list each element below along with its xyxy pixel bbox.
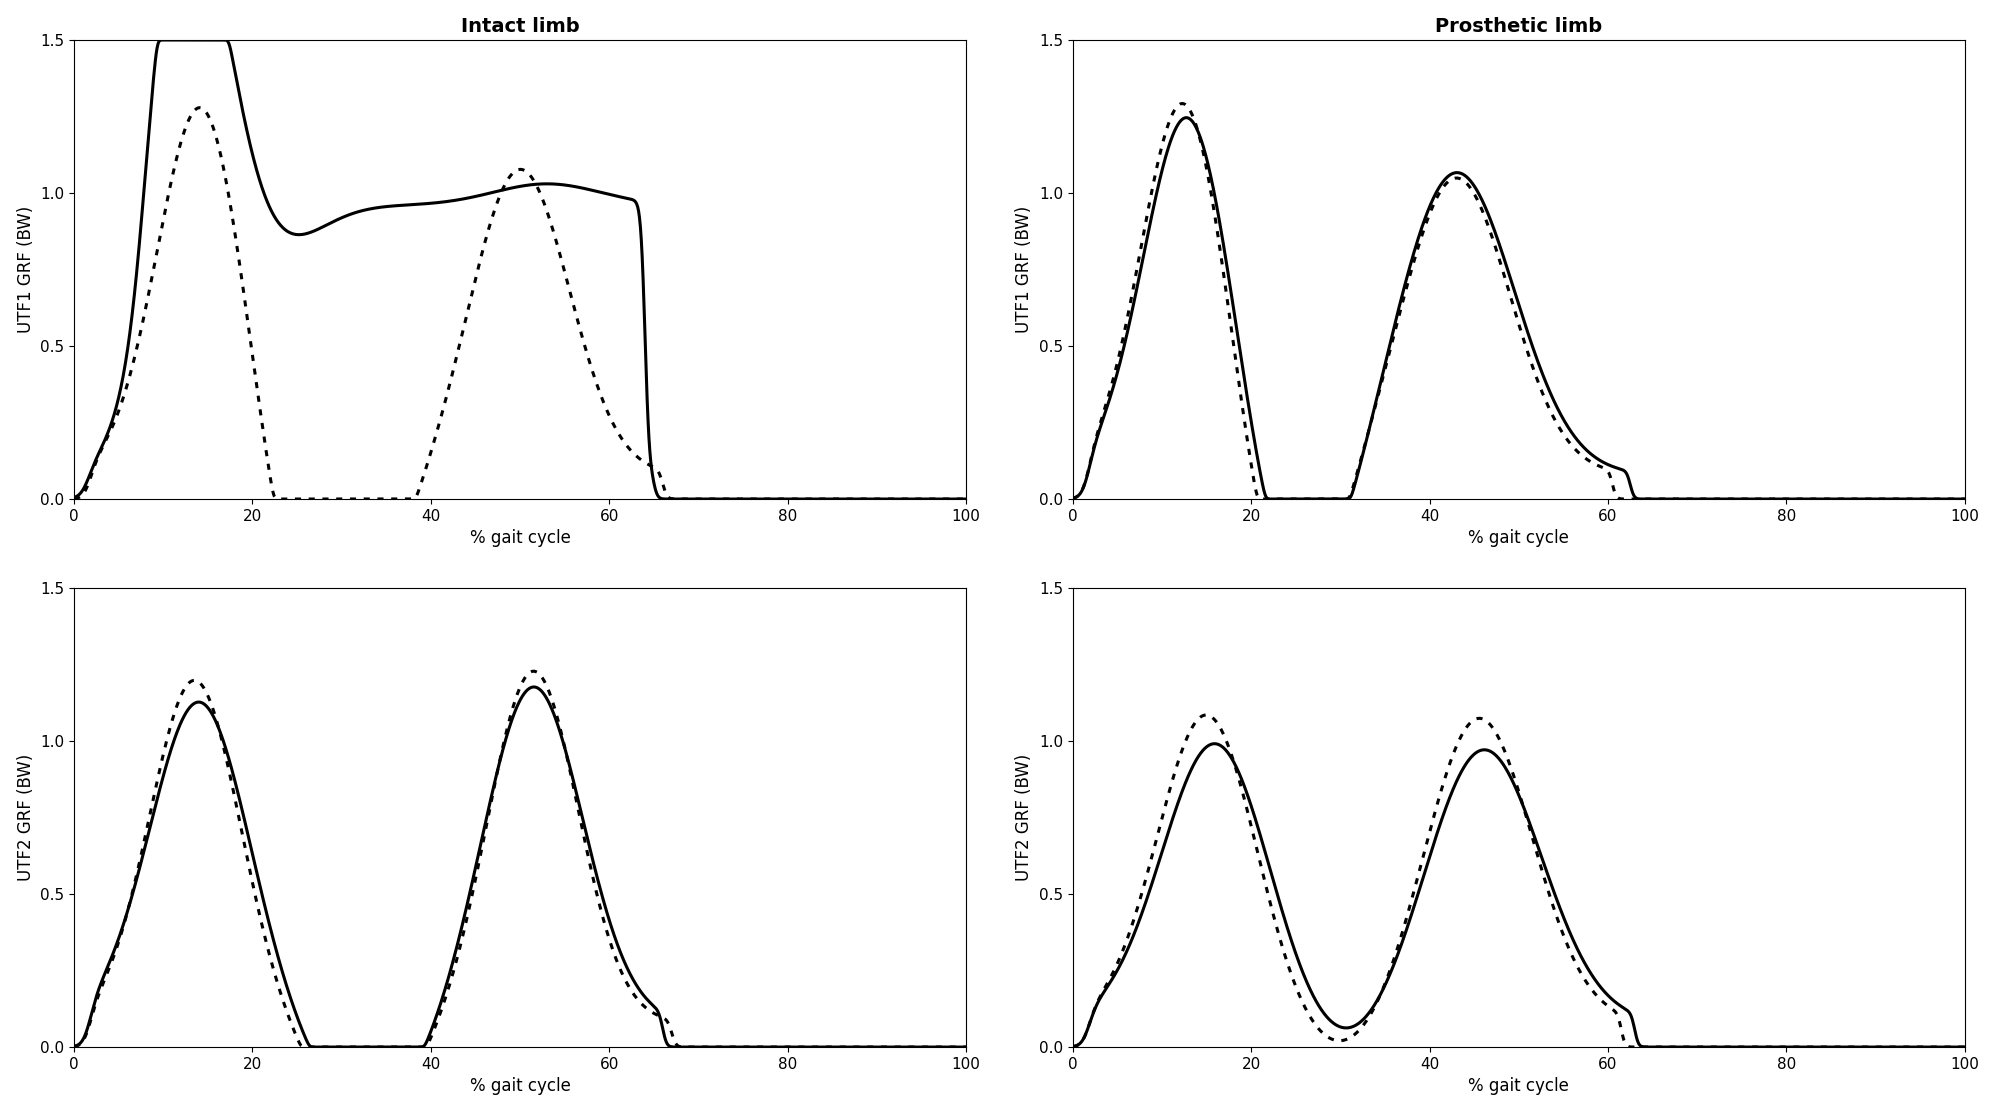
X-axis label: % gait cycle: % gait cycle [1469,1078,1569,1095]
Y-axis label: UTF2 GRF (BW): UTF2 GRF (BW) [16,754,34,881]
Y-axis label: UTF2 GRF (BW): UTF2 GRF (BW) [1016,754,1034,881]
Title: Intact limb: Intact limb [461,17,579,36]
Y-axis label: UTF1 GRF (BW): UTF1 GRF (BW) [16,206,34,334]
X-axis label: % gait cycle: % gait cycle [469,1078,571,1095]
X-axis label: % gait cycle: % gait cycle [469,529,571,547]
X-axis label: % gait cycle: % gait cycle [1469,529,1569,547]
Title: Prosthetic limb: Prosthetic limb [1435,17,1603,36]
Y-axis label: UTF1 GRF (BW): UTF1 GRF (BW) [1016,206,1034,334]
